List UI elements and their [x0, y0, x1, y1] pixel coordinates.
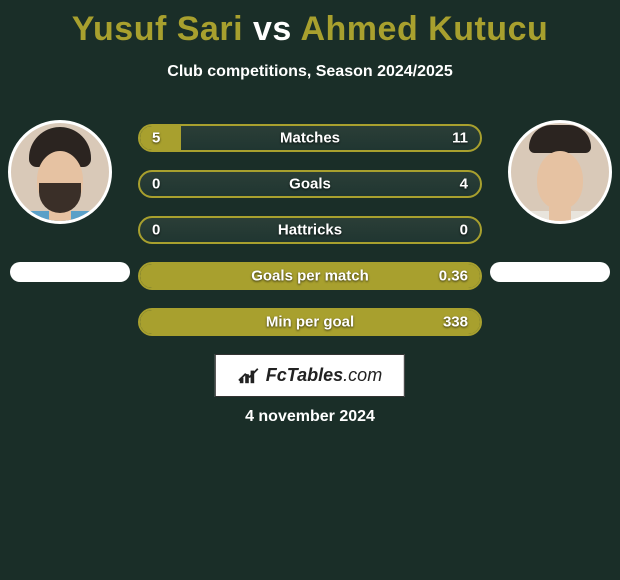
player1-club-logo: [10, 262, 130, 282]
stat-label: Matches: [280, 130, 340, 147]
stat-value-right: 0: [460, 222, 468, 239]
stat-value-right: 11: [452, 130, 468, 147]
stat-bar: 0 Hattricks 0: [138, 216, 482, 244]
stat-label: Hattricks: [278, 222, 342, 239]
stat-bar: Min per goal 338: [138, 308, 482, 336]
stat-value-right: 4: [460, 176, 468, 193]
stats-bars: 5 Matches 11 0 Goals 4 0 Hattricks 0 Goals per ma…: [138, 124, 482, 354]
player1-name: Yusuf Sari: [72, 10, 243, 48]
stat-value-left: 5: [152, 130, 160, 147]
stat-value-right: 0.36: [439, 268, 468, 285]
stat-bar: 0 Goals 4: [138, 170, 482, 198]
brand-domain: .com: [343, 365, 382, 385]
stat-bar-fill-left: [140, 126, 181, 150]
comparison-title: Yusuf Sari vs Ahmed Kutucu: [0, 0, 620, 49]
stat-value-left: 0: [152, 176, 160, 193]
subtitle: Club competitions, Season 2024/2025: [0, 63, 620, 81]
chart-icon: [238, 367, 260, 385]
stat-bar: 5 Matches 11: [138, 124, 482, 152]
stat-value-right: 338: [443, 314, 468, 331]
brand-text: FcTables.com: [266, 365, 382, 386]
brand-name: FcTables: [266, 365, 343, 385]
brand-badge: FcTables.com: [215, 354, 405, 397]
stat-label: Min per goal: [266, 314, 354, 331]
stat-bar: Goals per match 0.36: [138, 262, 482, 290]
face-icon: [511, 123, 609, 221]
stat-value-left: 0: [152, 222, 160, 239]
vs-text: vs: [253, 10, 292, 48]
face-icon: [11, 123, 109, 221]
player2-avatar: [508, 120, 612, 224]
as-of-date: 4 november 2024: [0, 408, 620, 426]
player2-name: Ahmed Kutucu: [300, 10, 548, 48]
player1-avatar: [8, 120, 112, 224]
player2-club-logo: [490, 262, 610, 282]
stat-label: Goals per match: [251, 268, 369, 285]
stat-label: Goals: [289, 176, 331, 193]
